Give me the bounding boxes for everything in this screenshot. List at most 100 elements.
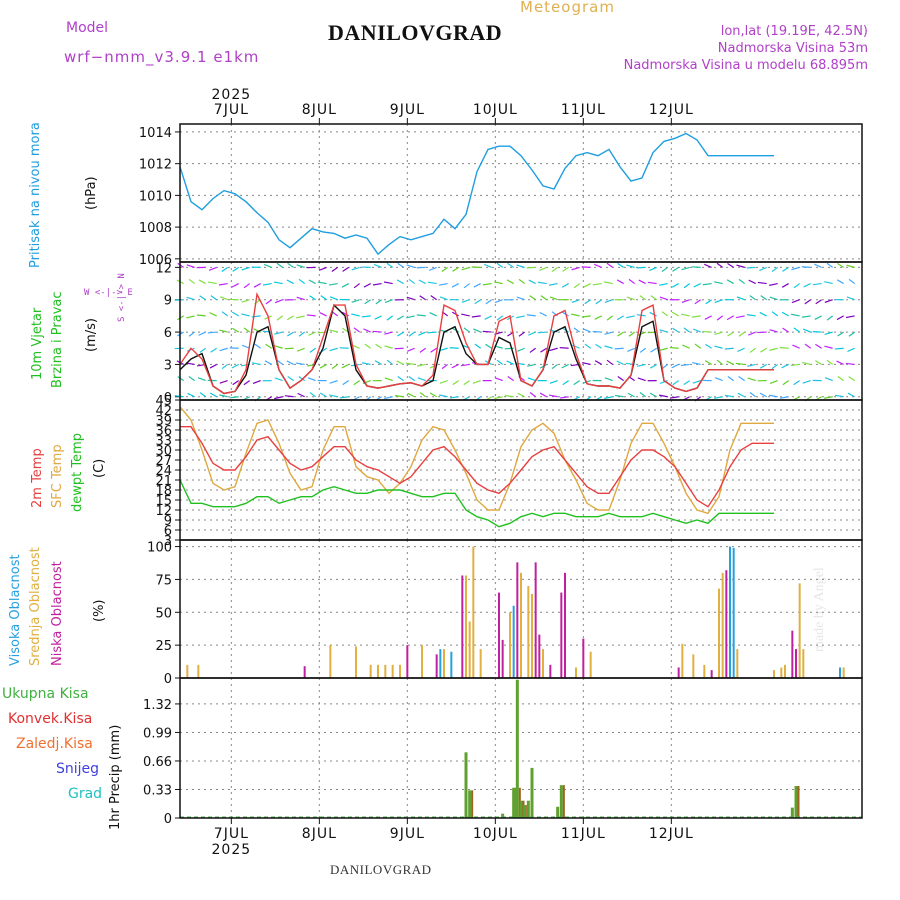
wind-arrow-129 (231, 363, 239, 369)
wind-gust-line (179, 292, 774, 395)
wind-arrow-484 (726, 279, 734, 285)
wind-arrow-547 (736, 264, 745, 268)
wind-arrow-229 (650, 347, 657, 353)
wind-arrow-64 (197, 377, 206, 382)
wind-arrow-499 (208, 266, 217, 271)
cloud-bar-7 (384, 664, 387, 678)
wind-arrow-374 (199, 295, 206, 301)
wind-arrow-411 (604, 299, 613, 304)
cloud-bar-24 (512, 605, 515, 678)
wind-arrow-2 (199, 392, 207, 398)
wind-arrow-228 (639, 347, 647, 353)
top-day-label-0: 7JUL (214, 102, 249, 118)
ytick-label-3-3: 75 (155, 573, 172, 588)
wind-arrow-74 (307, 377, 316, 382)
wind-arrow-192 (241, 344, 250, 349)
wind-arrow-269 (408, 331, 416, 337)
wind-arrow-139 (341, 363, 349, 369)
wind-arrow-51 (737, 392, 745, 398)
wind-arrow-63 (188, 375, 196, 382)
wind-arrow-174 (726, 360, 734, 365)
wind-arrow-200 (329, 347, 338, 352)
wind-arrow-25 (449, 396, 459, 399)
ytick-label-2-5: 18 (155, 484, 172, 499)
wind-arrow-453 (383, 281, 393, 285)
wind-arrow-230 (659, 347, 668, 352)
precip-total-bar-4 (515, 679, 519, 818)
wind-arrow-319 (276, 315, 284, 321)
wind-arrow-312 (196, 314, 206, 317)
wind-arrow-456 (418, 279, 426, 285)
chart-subtitle: Meteogram (520, 0, 615, 16)
wind-arrow-118 (793, 380, 801, 386)
wind-arrow-97 (562, 380, 570, 386)
ytick-label-2-14: 45 (155, 394, 172, 409)
cloud-bar-16 (461, 575, 464, 678)
wind-arrow-135 (295, 362, 305, 366)
wind-arrow-33 (539, 392, 547, 398)
cloud-bar-28 (531, 593, 533, 678)
wind-arrow-482 (702, 282, 712, 286)
ytick-label-0-1: 1008 (139, 221, 172, 236)
cloud-bar-44 (721, 572, 724, 678)
wind-arrow-380 (265, 299, 273, 305)
wind-arrow-52 (749, 392, 757, 398)
wind-arrow-55 (779, 396, 789, 399)
cloud-bar-57 (842, 667, 845, 678)
wind-arrow-426 (769, 296, 778, 301)
wind-arrow-153 (496, 359, 504, 365)
wind-arrow-465 (518, 278, 526, 285)
bottom-day-label-0: 7JUL (214, 826, 249, 842)
wind-arrow-493 (824, 281, 833, 285)
wind-arrow-376 (219, 296, 228, 301)
wind-arrow-268 (397, 331, 404, 337)
wind-arrow-555 (826, 262, 834, 268)
wind-arrow-405 (540, 295, 548, 301)
wind-arrow-213 (474, 343, 482, 349)
wind-arrow-366 (790, 313, 800, 317)
ytick-label-2-12: 39 (155, 414, 172, 429)
cloud-bar-45 (725, 570, 728, 678)
wind-arrow-364 (771, 311, 779, 317)
wind-arrow-246 (834, 347, 844, 350)
wind-arrow-316 (241, 313, 250, 317)
bottom-day-label-3: 10JUL (473, 826, 518, 842)
precip-total-bar-7 (526, 800, 530, 818)
bottom-day-label-2: 9JUL (390, 826, 425, 842)
cloud-bar-47 (732, 547, 735, 678)
top-day-label-5: 12JUL (649, 102, 694, 118)
wind-arrow-94 (527, 377, 536, 382)
wind-arrow-67 (232, 380, 240, 386)
wind-arrow-308 (837, 331, 844, 337)
wind-arrow-336 (461, 313, 470, 317)
wind-arrow-89 (472, 380, 481, 384)
wind-arrow-544 (704, 263, 712, 268)
wind-arrow-458 (438, 282, 448, 286)
wind-arrow-231 (669, 346, 679, 349)
bottom-day-label-5: 12JUL (649, 826, 694, 842)
wind-arrow-469 (561, 283, 569, 288)
wind-arrow-78 (353, 380, 361, 386)
wind-arrow-106 (659, 380, 668, 384)
wind-arrow-553 (801, 266, 811, 268)
wind-arrow-338 (484, 315, 492, 320)
wind-arrow-440 (243, 283, 251, 289)
wind-arrow-390 (375, 299, 383, 305)
cloud-bar-5 (369, 664, 372, 678)
cloud-bar-56 (839, 667, 841, 678)
wind-arrow-150 (460, 363, 470, 367)
wind-arrow-510 (331, 266, 339, 273)
wind-arrow-332 (416, 314, 426, 317)
wind-arrow-59 (823, 396, 833, 399)
ytick-label-4-1: 0.33 (143, 783, 172, 798)
wind-arrow-252 (219, 329, 228, 333)
wind-arrow-137 (319, 363, 327, 369)
wind-arrow-237 (737, 347, 745, 352)
wind-arrow-321 (296, 315, 305, 319)
precip-total-bar-1 (468, 790, 472, 818)
wind-arrow-53 (759, 392, 767, 398)
ytick-label-1-3: 9 (164, 294, 172, 309)
wind-arrow-450 (353, 283, 361, 289)
wind-arrow-511 (342, 266, 349, 272)
wind-arrow-501 (232, 266, 240, 272)
